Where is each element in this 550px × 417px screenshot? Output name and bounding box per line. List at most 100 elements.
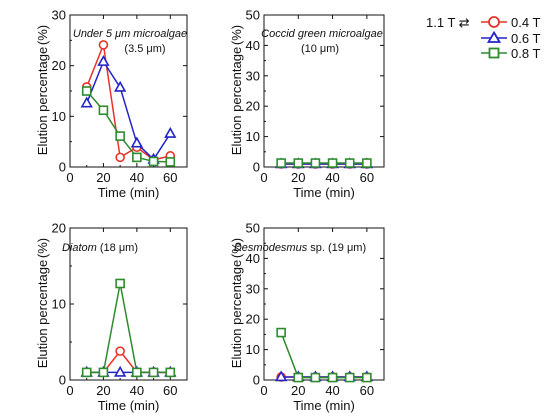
y-tick-label: 50 xyxy=(246,8,260,23)
x-tick-label: 20 xyxy=(96,170,110,185)
x-tick-label: 40 xyxy=(130,170,144,185)
legend-label-0: 0.4 T xyxy=(511,15,540,30)
y-tick-label: 40 xyxy=(246,251,260,266)
data-point xyxy=(98,40,109,50)
legend-header: 1.1 T ⇄ xyxy=(426,15,470,30)
data-point xyxy=(344,372,355,383)
legend-label-2: 0.8 T xyxy=(511,46,540,61)
x-tick-label: 0 xyxy=(260,170,267,185)
data-point xyxy=(81,367,92,378)
panel-under-5um: 0 20 40 60 0 10 20 30 Time (min) Elution percenta… xyxy=(35,8,188,200)
x-tick-label: 40 xyxy=(325,170,339,185)
panel-subtitle: (10 μm) xyxy=(301,43,339,55)
legend-entry-1: 0.6 T xyxy=(481,30,540,46)
y-axis-label: Elution percentage xyxy=(229,47,244,155)
y-tick-label: 10 xyxy=(246,129,260,144)
y-tick-label: 30 xyxy=(52,8,66,23)
y-axis-unit: (%) xyxy=(229,238,244,258)
data-point xyxy=(165,367,176,378)
data-point xyxy=(310,372,321,383)
data-point xyxy=(327,372,338,383)
y-tick-label: 40 xyxy=(246,38,260,53)
y-tick-label: 10 xyxy=(246,342,260,357)
panel-title-name: Desmodesmus xyxy=(234,242,308,254)
series-line-0.8T xyxy=(280,332,367,379)
y-tick-label: 20 xyxy=(52,58,66,73)
data-point xyxy=(115,152,125,163)
y-axis-unit: (%) xyxy=(35,238,50,258)
x-tick-label: 60 xyxy=(163,383,177,398)
x-tick-label: 0 xyxy=(66,170,73,185)
x-tick-label: 20 xyxy=(96,383,110,398)
x-axis-label: Time (min) xyxy=(98,398,160,413)
panel-title-name: Coccid green microalgae xyxy=(261,28,383,40)
y-tick-label: 0 xyxy=(59,373,66,388)
panel-desmodesmus: 0 20 40 60 0 10 20 30 40 50 Time (min) Elution perc… xyxy=(229,221,385,413)
data-point xyxy=(276,327,286,338)
data-point xyxy=(113,80,127,92)
y-tick-label: 10 xyxy=(52,297,66,312)
data-point xyxy=(327,158,338,168)
series-line-0.4T xyxy=(86,42,171,161)
data-point xyxy=(81,86,92,96)
data-point xyxy=(274,370,288,382)
x-axis-label: Time (min) xyxy=(293,398,355,413)
x-tick-label: 60 xyxy=(360,383,374,398)
y-tick-label: 0 xyxy=(253,373,260,388)
data-point xyxy=(130,136,144,148)
x-tick-label: 60 xyxy=(163,170,177,185)
y-axis-label: Elution percentage xyxy=(229,260,244,368)
panel-title: Desmodesmus sp. (19 μm) xyxy=(234,242,366,254)
y-tick-label: 50 xyxy=(246,221,260,236)
panel-coccid-green: 0 20 40 60 0 10 20 30 40 50 Time (min) Elution perc… xyxy=(229,8,385,200)
data-point xyxy=(276,158,286,168)
panel-title-name: Under 5 μm microalgae xyxy=(73,28,187,40)
x-tick-label: 0 xyxy=(66,383,73,398)
legend-entry-0: 0.4 T xyxy=(481,15,540,30)
y-tick-label: 20 xyxy=(246,312,260,327)
y-tick-label: 10 xyxy=(52,109,66,124)
y-axis-label: Elution percentage xyxy=(35,260,50,368)
data-point xyxy=(362,158,372,168)
y-tick-label: 20 xyxy=(246,99,260,114)
data-point xyxy=(115,346,125,356)
data-point xyxy=(98,105,109,116)
data-point xyxy=(293,158,304,168)
data-point xyxy=(165,157,176,167)
y-axis-label: Elution percentage xyxy=(35,47,50,155)
data-point xyxy=(310,158,321,168)
data-point xyxy=(115,278,125,289)
data-point xyxy=(344,158,355,168)
y-axis-unit: (%) xyxy=(35,25,50,45)
data-point xyxy=(148,156,159,167)
x-tick-label: 60 xyxy=(360,170,374,185)
data-point xyxy=(164,126,177,138)
data-point xyxy=(98,367,109,378)
y-tick-label: 30 xyxy=(246,281,260,296)
panel-title-name: Diatom xyxy=(62,242,97,254)
x-tick-label: 20 xyxy=(291,170,305,185)
x-axis-label: Time (min) xyxy=(293,185,355,200)
data-point xyxy=(293,372,304,383)
y-tick-label: 30 xyxy=(246,68,260,83)
legend-label-1: 0.6 T xyxy=(511,31,540,46)
data-point xyxy=(113,365,127,377)
x-tick-label: 0 xyxy=(260,383,267,398)
series-line-0.6T xyxy=(86,59,171,161)
panel-subtitle: (18 μm) xyxy=(97,242,138,254)
x-tick-label: 20 xyxy=(291,383,305,398)
data-point xyxy=(132,367,142,378)
panel-subtitle: sp. (19 μm) xyxy=(307,242,366,254)
x-tick-label: 40 xyxy=(130,383,144,398)
x-tick-label: 40 xyxy=(325,383,339,398)
y-axis-unit: (%) xyxy=(229,25,244,45)
data-point xyxy=(97,54,110,66)
panel-subtitle: (3.5 μm) xyxy=(124,43,165,55)
data-point xyxy=(362,372,372,383)
x-axis-label: Time (min) xyxy=(98,185,160,200)
data-point xyxy=(148,367,159,378)
y-tick-label: 20 xyxy=(52,221,66,236)
data-point xyxy=(80,96,93,108)
